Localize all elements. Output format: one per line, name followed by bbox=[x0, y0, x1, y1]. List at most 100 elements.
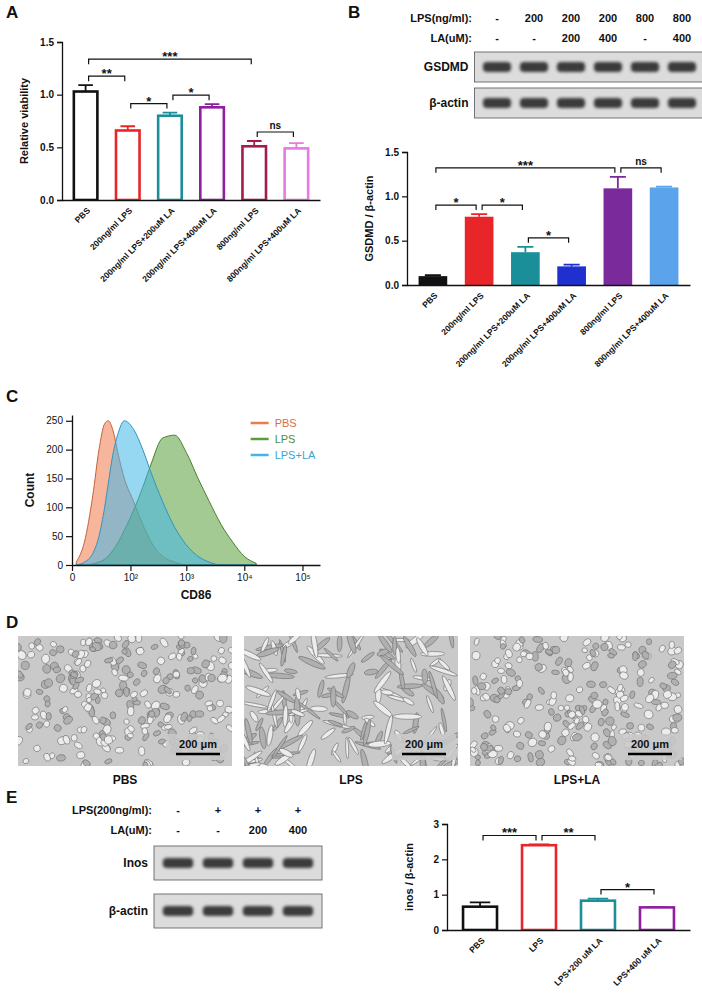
cell bbox=[511, 642, 522, 653]
cell bbox=[255, 717, 265, 731]
cell bbox=[590, 732, 599, 742]
cell bbox=[662, 689, 673, 700]
cell bbox=[127, 706, 134, 715]
cell bbox=[266, 689, 278, 712]
cell bbox=[425, 695, 434, 713]
error-bar bbox=[656, 186, 672, 189]
cell bbox=[544, 649, 553, 657]
tick-label: 800ng/ml LPS bbox=[214, 205, 261, 252]
tick: PBS bbox=[73, 205, 93, 225]
cell bbox=[345, 737, 349, 759]
cell bbox=[590, 742, 599, 751]
tick-label: 100 bbox=[46, 502, 63, 513]
significance-label: ns bbox=[635, 156, 647, 167]
cell bbox=[122, 649, 128, 654]
error-bar bbox=[163, 113, 178, 116]
tick-label: PBS bbox=[467, 935, 487, 955]
blot-band bbox=[520, 62, 548, 72]
cell bbox=[152, 667, 160, 676]
cell bbox=[381, 689, 394, 696]
cell bbox=[499, 643, 507, 651]
cell bbox=[480, 732, 489, 740]
panel-label: B bbox=[348, 3, 360, 22]
cell bbox=[471, 688, 477, 695]
cell bbox=[648, 676, 656, 684]
cell bbox=[491, 677, 500, 685]
cell bbox=[276, 689, 296, 704]
axis-line bbox=[408, 285, 691, 286]
cell bbox=[497, 756, 504, 765]
cell bbox=[535, 704, 544, 711]
cell bbox=[537, 686, 546, 695]
cell bbox=[559, 636, 570, 643]
micrograph-ground bbox=[18, 636, 232, 766]
cell bbox=[136, 636, 142, 643]
western-blot: LPS(ng/ml):-200200200800800LA(uM):--2004… bbox=[410, 12, 702, 118]
cell bbox=[579, 705, 586, 715]
micrograph bbox=[244, 636, 458, 766]
cell bbox=[310, 636, 320, 658]
cell bbox=[377, 636, 394, 654]
tick: LPS bbox=[527, 935, 546, 954]
cell bbox=[159, 702, 170, 710]
legend-swatch bbox=[251, 454, 269, 457]
cell bbox=[526, 693, 533, 701]
legend-label: LPS+LA bbox=[275, 449, 316, 461]
cell bbox=[85, 683, 92, 692]
tick-label: 200ng/ml LPS+200uM LA bbox=[98, 205, 176, 283]
cell bbox=[572, 733, 583, 742]
tick-mark bbox=[57, 42, 62, 43]
cell bbox=[153, 674, 162, 684]
tick: 100 bbox=[46, 502, 72, 513]
tick: 200ng/ml LPS bbox=[88, 205, 135, 252]
cell bbox=[186, 715, 192, 722]
cell bbox=[551, 692, 557, 700]
cell bbox=[597, 718, 605, 727]
cell bbox=[402, 696, 415, 706]
cell bbox=[542, 642, 549, 650]
tick: 1.5 bbox=[40, 37, 62, 48]
legend-label: PBS bbox=[275, 417, 297, 429]
cell bbox=[137, 661, 147, 669]
cell bbox=[56, 646, 64, 653]
blot-strip bbox=[154, 894, 322, 928]
cell bbox=[142, 762, 148, 766]
cell bbox=[121, 639, 130, 649]
axis-line bbox=[448, 930, 691, 931]
cell bbox=[322, 719, 351, 730]
tick-mark bbox=[57, 200, 62, 201]
cell bbox=[227, 661, 232, 671]
cell bbox=[244, 701, 269, 709]
axis-line bbox=[63, 200, 321, 201]
cell bbox=[551, 670, 559, 675]
tick-label: 0 bbox=[433, 925, 439, 936]
bracket bbox=[621, 168, 661, 173]
cell bbox=[108, 640, 117, 649]
tick-label: 10³ bbox=[180, 572, 195, 583]
cell bbox=[290, 708, 305, 718]
cell bbox=[402, 636, 418, 658]
cell bbox=[195, 711, 203, 717]
bar bbox=[158, 116, 182, 200]
cell bbox=[671, 727, 679, 733]
cell bbox=[70, 671, 79, 679]
tick: 0 bbox=[70, 565, 76, 583]
cell bbox=[625, 641, 632, 647]
cell bbox=[638, 759, 646, 766]
tick: 10² bbox=[124, 565, 139, 583]
cell bbox=[448, 636, 454, 648]
axis-title: CD86 bbox=[181, 588, 212, 602]
cell bbox=[502, 723, 512, 733]
lane-label: 200 bbox=[562, 32, 580, 44]
error-bar bbox=[205, 104, 220, 107]
bar bbox=[511, 252, 540, 285]
tick: 0 bbox=[57, 560, 72, 571]
cell bbox=[659, 682, 668, 691]
cell bbox=[483, 709, 493, 719]
significance-label: ns bbox=[269, 120, 281, 131]
cell bbox=[582, 637, 593, 647]
error-bar bbox=[517, 247, 533, 252]
cell bbox=[161, 676, 170, 685]
cell bbox=[76, 751, 85, 759]
cell bbox=[554, 656, 564, 667]
